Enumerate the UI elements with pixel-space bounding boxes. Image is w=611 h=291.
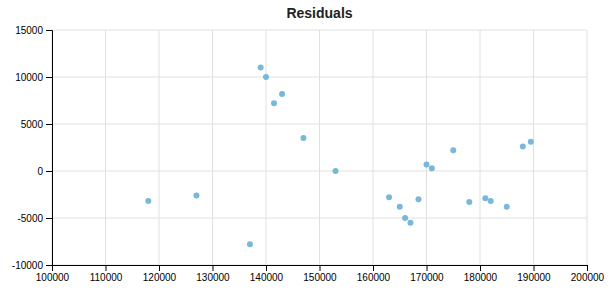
y-axis-tick: 10000	[15, 72, 52, 83]
x-axis-tick-label: 190000	[517, 272, 551, 283]
x-axis-tick: 200000	[571, 265, 605, 283]
x-axis-tick: 180000	[464, 265, 498, 283]
point	[145, 198, 151, 204]
grid-line-x	[105, 30, 106, 265]
x-axis-tick: 120000	[143, 265, 177, 283]
x-axis-tick-label: 150000	[303, 272, 337, 283]
x-axis-line	[53, 266, 588, 272]
point	[450, 147, 456, 153]
y-axis-tick: -5000	[17, 213, 52, 224]
point	[271, 100, 277, 106]
grid-line-y	[52, 171, 587, 172]
x-axis-tick-mark	[213, 265, 214, 271]
y-axis-line	[46, 31, 53, 266]
x-axis-tick-label: 100000	[36, 272, 70, 283]
y-axis-tick-label: 5000	[21, 119, 44, 130]
grid-line-y	[52, 218, 587, 219]
grid-line-x	[266, 30, 267, 265]
point	[488, 198, 494, 204]
x-axis-tick-mark	[320, 265, 321, 271]
x-axis-tick-label: 140000	[250, 272, 284, 283]
grid-line-y	[52, 124, 587, 125]
x-axis-tick-mark	[480, 265, 481, 271]
point	[193, 192, 199, 198]
x-axis-tick-label: 200000	[571, 272, 605, 283]
x-axis-tick: 170000	[410, 265, 444, 283]
grid	[52, 30, 587, 265]
y-axis-tick-label: -5000	[17, 213, 43, 224]
y-axis-tick-mark	[46, 171, 52, 172]
point	[429, 165, 435, 171]
y-axis-tick: -10000	[12, 260, 52, 271]
chart-container: 1000001100001200001300001400001500001600…	[0, 0, 611, 291]
x-axis-tick-mark	[159, 265, 160, 271]
x-axis-tick-label: 170000	[410, 272, 444, 283]
point	[263, 74, 269, 80]
point	[247, 241, 253, 247]
x-axis-tick-label: 130000	[196, 272, 230, 283]
grid-line-x	[159, 30, 160, 265]
x-axis-tick-mark	[587, 265, 588, 271]
point	[528, 139, 534, 145]
point	[333, 168, 339, 174]
x-axis: 100000 110000 120000 130000 140000 150000 1600…	[36, 265, 605, 283]
y-axis: -10000 -5000 0 5000 10000 15000	[12, 25, 53, 271]
y-axis-tick-label: 10000	[15, 72, 43, 83]
points	[145, 65, 534, 248]
x-axis-tick-label: 180000	[464, 272, 498, 283]
grid-line-y	[52, 77, 587, 78]
x-axis-tick: 110000	[90, 265, 123, 283]
point	[258, 65, 264, 71]
point	[520, 144, 526, 150]
grid-line-x	[480, 30, 481, 265]
x-axis-tick-label: 160000	[357, 272, 391, 283]
x-axis-tick: 130000	[196, 265, 230, 283]
point	[386, 194, 392, 200]
point	[407, 220, 413, 226]
y-axis-tick-mark	[46, 124, 52, 125]
y-axis-tick-label: 15000	[15, 25, 43, 36]
grid-line-x	[212, 30, 213, 265]
point	[424, 161, 430, 167]
y-axis-tick-mark	[46, 265, 52, 266]
chart-svg: 1000001100001200001300001400001500001600…	[0, 0, 611, 291]
point	[300, 135, 306, 141]
y-axis-tick-label: 0	[37, 166, 43, 177]
point	[402, 215, 408, 221]
plot-area: 1000001100001200001300001400001500001600…	[12, 25, 605, 283]
grid-line-y	[52, 30, 587, 31]
x-axis-tick-mark	[106, 265, 107, 271]
x-axis-tick: 150000	[303, 265, 337, 283]
y-axis-tick-mark	[46, 218, 52, 219]
y-axis-tick-mark	[46, 77, 52, 78]
y-axis-tick: 5000	[21, 119, 52, 130]
point	[415, 196, 421, 202]
grid-line-x	[426, 30, 427, 265]
grid-line-x	[533, 30, 534, 265]
x-axis-tick: 190000	[517, 265, 551, 283]
point	[482, 195, 488, 201]
grid-line-x	[587, 30, 588, 265]
y-axis-tick: 0	[37, 166, 52, 177]
y-axis-tick-label: -10000	[12, 260, 44, 271]
x-axis-tick-label: 110000	[90, 272, 123, 283]
x-axis-tick-mark	[373, 265, 374, 271]
x-axis-tick: 160000	[357, 265, 391, 283]
chart-title: Residuals	[286, 5, 352, 21]
point	[504, 204, 510, 210]
point	[397, 204, 403, 210]
x-axis-tick-mark	[534, 265, 535, 271]
grid-line-x	[319, 30, 320, 265]
y-axis-tick-mark	[46, 30, 52, 31]
x-axis-tick-mark	[266, 265, 267, 271]
point	[279, 91, 285, 97]
x-axis-tick-label: 120000	[143, 272, 177, 283]
x-axis-tick-mark	[427, 265, 428, 271]
point	[466, 199, 472, 205]
grid-line-x	[373, 30, 374, 265]
y-axis-tick: 15000	[15, 25, 52, 36]
x-axis-tick: 140000	[250, 265, 284, 283]
